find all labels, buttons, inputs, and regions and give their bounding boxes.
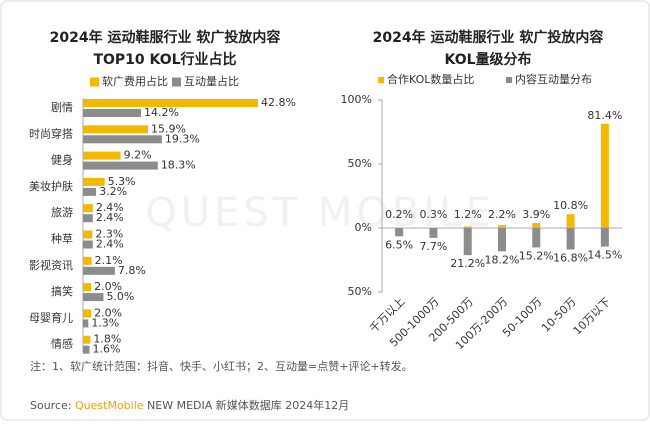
value-label: 1.2% (454, 208, 482, 221)
bar (83, 109, 141, 117)
bar (567, 228, 575, 250)
value-label: 2.4% (96, 211, 124, 224)
bar (532, 228, 540, 247)
value-label: 0.2% (385, 208, 413, 221)
y-tick-label: 影视资讯 (29, 258, 73, 272)
y-tick-label: 美妆护肤 (29, 179, 73, 193)
y-tick-label: 搞笑 (51, 284, 73, 298)
bar (83, 125, 148, 133)
value-label: 9.2% (124, 149, 152, 162)
y-tick-label: 健身 (51, 153, 73, 167)
value-label: 0.3% (419, 208, 447, 221)
bar (601, 124, 609, 228)
bar (83, 257, 92, 265)
bar (532, 223, 540, 228)
y-tick-label: 50% (348, 157, 372, 170)
legend-label: 合作KOL数量占比 (387, 72, 474, 86)
value-label: 81.4% (587, 109, 622, 122)
value-label: 16.8% (553, 252, 588, 265)
bar (464, 228, 472, 255)
y-tick-label: 时尚穿搭 (29, 126, 73, 140)
value-label: 7.8% (118, 264, 146, 277)
value-label: 2.2% (488, 208, 516, 221)
legend-swatch (90, 78, 99, 87)
note: 注：1、软广统计范围：抖音、快手、小红书；2、互动量=点赞+评论+转发。 (30, 359, 413, 373)
value-label: 6.5% (385, 238, 413, 251)
legend-swatch (378, 77, 384, 83)
bar (83, 309, 91, 317)
bar (83, 241, 93, 249)
bar (83, 293, 103, 301)
bar (498, 225, 506, 228)
y-tick-label: 母婴育儿 (29, 310, 73, 324)
value-label: 21.2% (450, 257, 485, 270)
legend-label: 内容互动量分布 (515, 72, 592, 86)
bar (395, 228, 403, 236)
bar (83, 231, 92, 239)
bar (83, 336, 90, 344)
bar (83, 152, 121, 160)
y-tick-label: 情感 (51, 338, 73, 351)
chart-title: 2024年 运动鞋服行业 软广投放内容 (50, 29, 281, 46)
y-tick-label: 种草 (51, 232, 73, 246)
chart-subtitle: TOP10 KOL行业占比 (93, 51, 236, 68)
value-label: 14.5% (587, 249, 622, 262)
value-label: 18.3% (161, 159, 196, 172)
value-label: 3.9% (522, 208, 550, 221)
value-label: 3.2% (99, 185, 127, 198)
bar (83, 204, 93, 212)
value-label: 7.7% (419, 240, 447, 253)
value-label: 2.4% (96, 238, 124, 251)
value-label: 18.2% (485, 253, 520, 266)
source-brand: QuestMobile (75, 399, 144, 412)
source-prefix: Source: (30, 399, 72, 412)
bar (83, 346, 90, 354)
bar (83, 214, 93, 222)
value-label: 10.8% (553, 199, 588, 212)
value-label: 14.2% (144, 106, 179, 119)
bar (567, 214, 575, 228)
bar (429, 228, 437, 238)
source-text: NEW MEDIA 新媒体数据库 2024年12月 (147, 398, 349, 412)
y-tick-label: 50% (348, 285, 372, 298)
bar (83, 162, 158, 170)
bar (464, 226, 472, 228)
legend-swatch (506, 77, 512, 83)
y-tick-label: 剧情 (51, 101, 73, 114)
bar (83, 188, 96, 196)
value-label: 42.8% (261, 96, 296, 109)
bar (83, 135, 162, 143)
value-label: 1.3% (91, 316, 119, 329)
bar (498, 228, 506, 251)
value-label: 15.2% (519, 249, 554, 262)
y-tick-label: 旅游 (51, 205, 73, 219)
bar (601, 228, 609, 247)
y-tick-label: 0% (355, 221, 372, 234)
source: Source: QuestMobile NEW MEDIA 新媒体数据库 202… (30, 398, 349, 412)
y-tick-label: 100% (341, 93, 372, 106)
legend-label: 软广费用占比 (102, 74, 168, 88)
chart-subtitle: KOL量级分布 (444, 51, 531, 68)
bar (83, 283, 91, 291)
bar (83, 267, 115, 275)
value-label: 19.3% (165, 132, 200, 145)
legend-label: 互动量占比 (184, 74, 239, 88)
chart-title: 2024年 运动鞋服行业 软广投放内容 (373, 29, 604, 46)
value-label: 1.6% (93, 343, 121, 356)
bar (83, 319, 88, 327)
legend-swatch (172, 78, 181, 87)
value-label: 5.0% (106, 290, 134, 303)
